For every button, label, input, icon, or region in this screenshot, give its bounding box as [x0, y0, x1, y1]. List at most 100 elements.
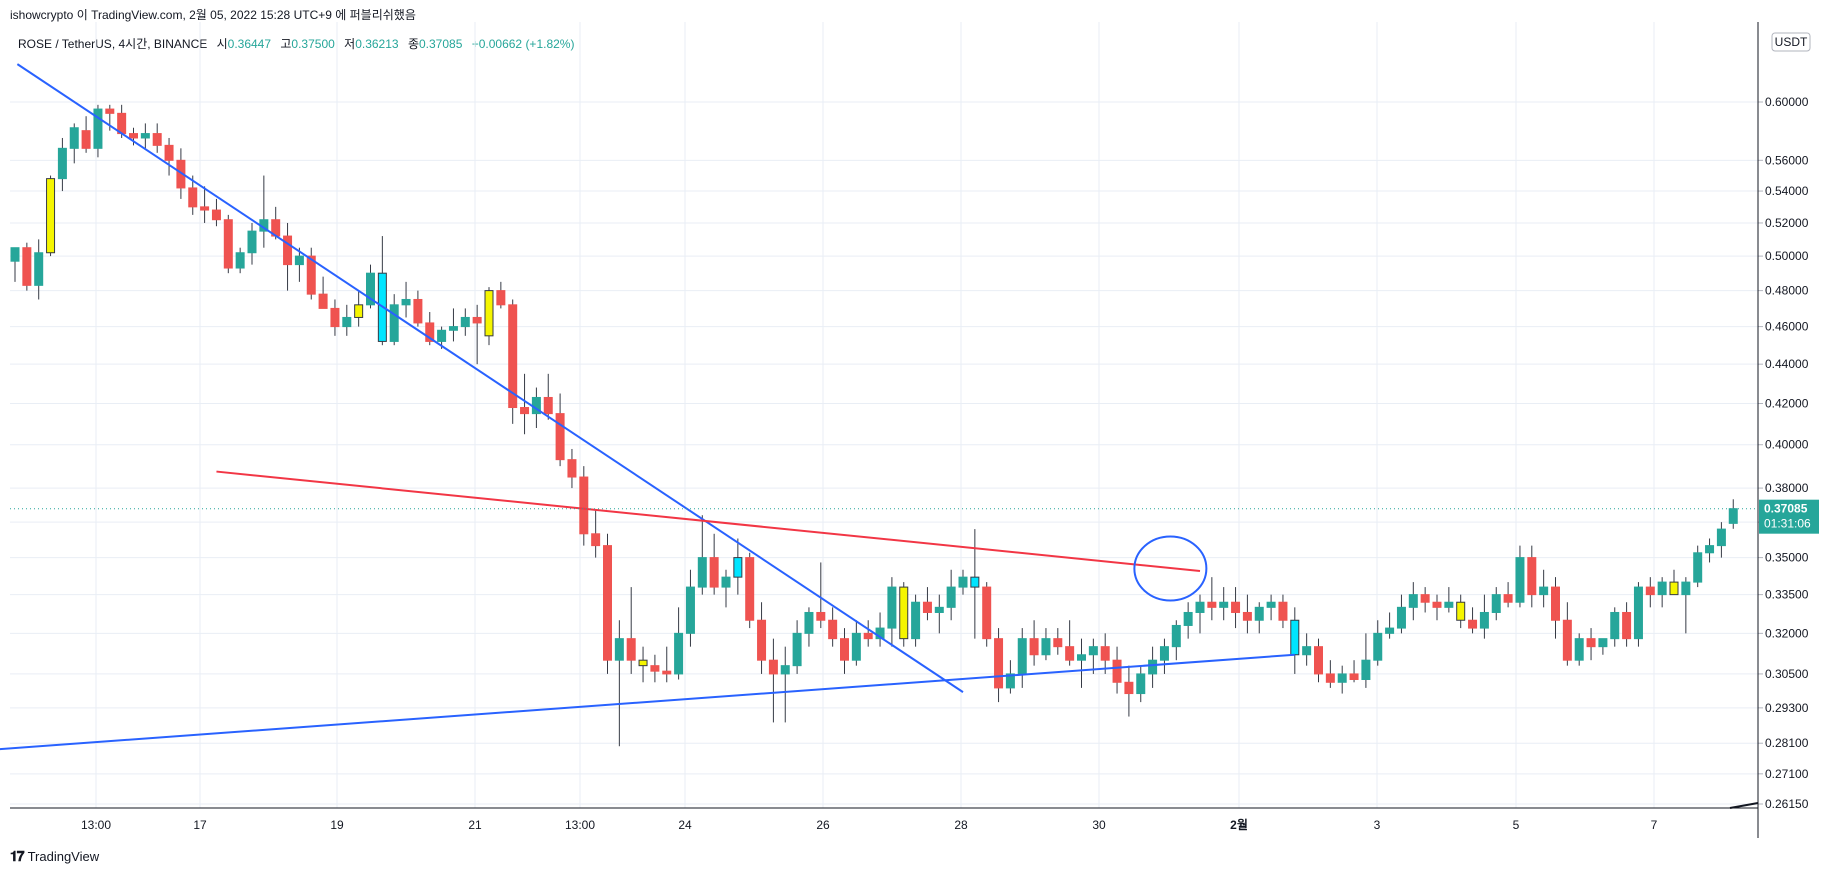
candle-body	[816, 611, 826, 621]
candle	[1242, 594, 1252, 634]
candle	[674, 607, 684, 680]
candle-body	[709, 557, 719, 588]
candle-body	[1017, 638, 1027, 675]
candle	[745, 552, 755, 629]
candle-body	[69, 127, 79, 149]
candle	[567, 448, 577, 489]
candle	[1017, 628, 1027, 688]
candle	[1408, 582, 1418, 621]
candle	[22, 242, 32, 291]
candle	[1491, 587, 1501, 621]
candle-body	[425, 322, 435, 342]
candle-body	[1195, 601, 1205, 613]
candle-body	[899, 586, 909, 640]
candle-body	[1669, 581, 1679, 596]
candle	[650, 654, 660, 683]
x-tick-label: 17	[193, 818, 207, 832]
candle	[1728, 499, 1738, 529]
candle	[1041, 628, 1051, 661]
open-value: 0.36447	[227, 37, 272, 51]
low-value: 0.36213	[355, 37, 399, 51]
candle	[1633, 582, 1643, 647]
candle	[354, 290, 364, 327]
candle	[1325, 660, 1335, 688]
candle	[1337, 665, 1347, 694]
candle	[1005, 660, 1015, 694]
candle	[1539, 569, 1549, 608]
brand-label: TradingView	[27, 849, 100, 864]
candle	[614, 620, 624, 747]
candle-body	[152, 133, 162, 146]
symbol-legend: ROSE / TetherUS, 4시간, BINANCE 시0.36447 고…	[18, 35, 574, 52]
candle-body	[401, 298, 411, 306]
candle	[1693, 545, 1703, 588]
candle-body	[1183, 611, 1193, 626]
candle-body	[1159, 646, 1169, 661]
candle-body	[1219, 601, 1229, 608]
candle	[1373, 620, 1383, 666]
footer-brand: 𝟏𝟕 TradingView	[10, 848, 99, 865]
change-value: +0.00662 (+1.82%)	[471, 37, 575, 51]
candle	[946, 569, 956, 621]
candle-body	[1100, 646, 1110, 661]
candle-body	[1598, 638, 1608, 648]
y-tick-label: 0.56000	[1765, 153, 1809, 167]
publish-info: ishowcrypto 이 TradingView.com, 2월 05, 20…	[10, 8, 416, 22]
candle-body	[1314, 646, 1323, 675]
candle-body	[520, 407, 530, 415]
candle-body	[1005, 673, 1015, 689]
candle-body	[543, 396, 553, 415]
x-tick-label: 21	[468, 818, 482, 832]
unit-label: USDT	[1775, 35, 1808, 49]
candle-body	[603, 545, 612, 661]
y-tick-label: 0.42000	[1765, 396, 1809, 410]
candle-body	[57, 147, 67, 180]
candle	[389, 294, 399, 346]
candle-body	[1136, 673, 1146, 695]
candle-body	[650, 665, 660, 672]
candle-body	[745, 557, 755, 621]
candle	[401, 281, 411, 318]
candle-body	[448, 326, 458, 331]
candle	[1551, 577, 1560, 639]
candle	[1124, 665, 1134, 717]
candle	[57, 137, 67, 192]
candle-body	[970, 576, 980, 588]
candle	[1562, 602, 1572, 666]
candle-body	[1408, 594, 1418, 608]
candle	[1385, 612, 1395, 639]
x-tick-label: 24	[678, 818, 692, 832]
x-tick-label: 7	[1651, 818, 1658, 832]
x-tick-label: 30	[1092, 818, 1106, 832]
candle	[733, 538, 743, 595]
candle-body	[211, 209, 221, 221]
candle-body	[10, 247, 20, 262]
candle-body	[1633, 586, 1643, 640]
candle-body	[614, 638, 624, 661]
candle	[10, 247, 20, 282]
candle-body	[757, 619, 767, 661]
candle	[1077, 638, 1086, 688]
candle	[911, 594, 921, 647]
candle	[413, 290, 423, 327]
high-value: 0.37500	[291, 37, 335, 51]
candle	[685, 569, 695, 647]
y-tick-label: 0.46000	[1765, 320, 1809, 334]
candle-body	[1077, 654, 1086, 661]
candle	[1219, 587, 1229, 621]
y-tick-label: 0.54000	[1765, 184, 1809, 198]
candle	[1231, 587, 1241, 629]
y-tick-label: 0.35000	[1765, 551, 1809, 565]
x-tick-label: 26	[816, 818, 830, 832]
last-price-tag	[1759, 499, 1819, 534]
candle-body	[804, 611, 814, 634]
candle	[46, 175, 56, 257]
candle	[1456, 594, 1466, 629]
y-tick-label: 0.26150	[1765, 797, 1809, 811]
y-tick-label: 0.32000	[1765, 626, 1809, 640]
candle-body	[1693, 552, 1703, 583]
open-label: 시	[216, 37, 228, 51]
candle-body	[1053, 638, 1063, 648]
candle	[342, 304, 352, 336]
